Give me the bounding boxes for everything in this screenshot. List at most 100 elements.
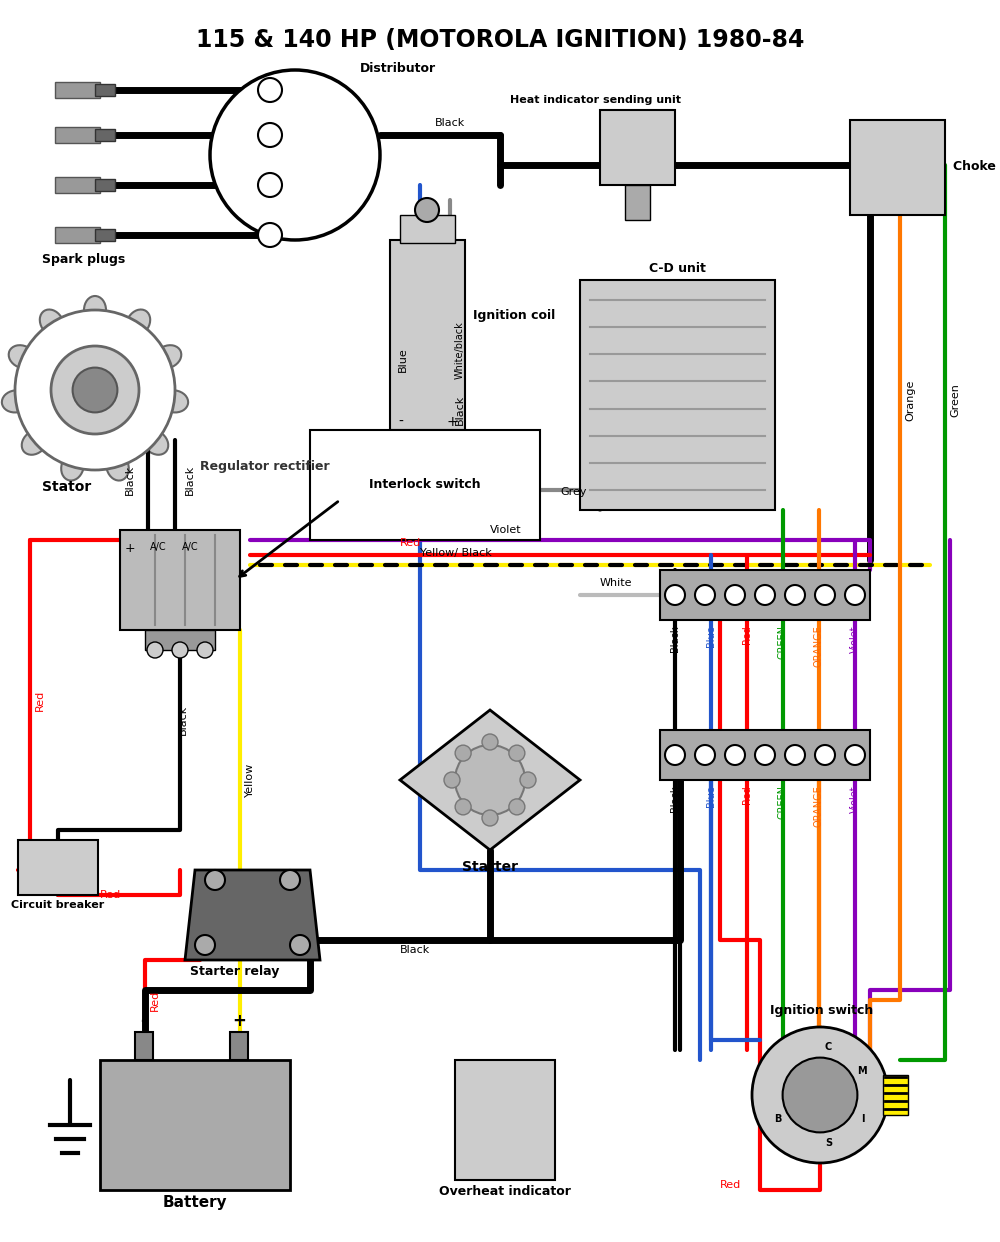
Circle shape	[665, 585, 685, 605]
Bar	[55, 82, 100, 98]
Circle shape	[197, 642, 213, 658]
Text: Blue: Blue	[706, 785, 716, 807]
Circle shape	[444, 773, 460, 787]
Text: GREEN: GREEN	[778, 625, 788, 660]
Text: M: M	[858, 1066, 867, 1076]
Bar	[95, 129, 115, 142]
Text: Overheat indicator: Overheat indicator	[439, 1185, 571, 1199]
Circle shape	[815, 585, 835, 605]
Circle shape	[520, 773, 536, 787]
Circle shape	[280, 869, 300, 891]
Text: GREEN: GREEN	[778, 785, 788, 818]
Bar	[660, 570, 870, 620]
Circle shape	[755, 585, 775, 605]
Circle shape	[15, 310, 175, 469]
Circle shape	[415, 197, 439, 222]
Circle shape	[210, 70, 380, 240]
Text: +: +	[447, 415, 459, 428]
Circle shape	[509, 745, 525, 761]
Text: White/black: White/black	[455, 322, 465, 379]
Circle shape	[845, 745, 865, 765]
Text: Violet: Violet	[850, 625, 860, 652]
Polygon shape	[400, 710, 580, 850]
Text: Black: Black	[670, 625, 680, 652]
Text: Starter relay: Starter relay	[190, 965, 279, 977]
Text: Stator: Stator	[42, 479, 91, 494]
Text: -: -	[141, 1012, 147, 1030]
Ellipse shape	[143, 430, 168, 455]
Circle shape	[755, 745, 775, 765]
Bar	[145, 630, 215, 650]
Text: Ignition switch: Ignition switch	[770, 1004, 873, 1017]
Bar	[55, 178, 100, 193]
Polygon shape	[185, 869, 320, 960]
Ellipse shape	[160, 390, 188, 412]
Text: Red: Red	[400, 538, 421, 548]
Bar	[230, 1032, 248, 1059]
Text: Orange: Orange	[905, 379, 915, 421]
Text: C: C	[825, 1042, 832, 1052]
Circle shape	[752, 1027, 888, 1163]
Circle shape	[845, 585, 865, 605]
Text: Choke coil: Choke coil	[953, 160, 1000, 174]
Text: Red: Red	[742, 625, 752, 643]
Text: Black: Black	[178, 705, 188, 735]
Circle shape	[455, 799, 471, 815]
Bar	[120, 530, 240, 630]
Circle shape	[695, 745, 715, 765]
Text: White: White	[600, 578, 633, 587]
Text: Green: Green	[950, 383, 960, 417]
Text: Blue: Blue	[398, 348, 408, 373]
Circle shape	[665, 745, 685, 765]
Ellipse shape	[154, 345, 181, 369]
Bar	[18, 840, 98, 895]
Ellipse shape	[61, 453, 84, 481]
Bar	[625, 185, 650, 220]
Text: Starter: Starter	[462, 859, 518, 874]
Text: +: +	[232, 1012, 246, 1030]
Bar	[95, 84, 115, 96]
Text: Red: Red	[35, 689, 45, 710]
Circle shape	[482, 810, 498, 826]
Circle shape	[695, 585, 715, 605]
Bar	[390, 240, 465, 430]
Circle shape	[482, 734, 498, 750]
Circle shape	[725, 585, 745, 605]
Text: Spark plugs: Spark plugs	[42, 253, 125, 266]
Ellipse shape	[2, 390, 30, 412]
Text: Black: Black	[125, 465, 135, 496]
Circle shape	[455, 745, 471, 761]
Circle shape	[51, 347, 139, 433]
Circle shape	[258, 173, 282, 197]
Bar	[135, 1032, 153, 1059]
Text: A/C: A/C	[150, 542, 166, 551]
Circle shape	[783, 1058, 857, 1133]
Bar	[400, 215, 455, 243]
Text: Heat indicator sending unit: Heat indicator sending unit	[510, 94, 681, 106]
Text: Regulator rectifier: Regulator rectifier	[200, 460, 330, 473]
Text: B: B	[774, 1114, 781, 1124]
Ellipse shape	[9, 345, 36, 369]
Circle shape	[258, 78, 282, 102]
Text: Interlock switch: Interlock switch	[369, 478, 481, 492]
Text: Battery: Battery	[163, 1195, 227, 1210]
Text: ORANGE: ORANGE	[814, 625, 824, 667]
Circle shape	[785, 585, 805, 605]
Circle shape	[172, 642, 188, 658]
Circle shape	[509, 799, 525, 815]
Circle shape	[258, 224, 282, 247]
Bar	[55, 127, 100, 143]
Ellipse shape	[126, 309, 150, 335]
Text: Red: Red	[720, 1180, 741, 1190]
Text: Circuit breaker: Circuit breaker	[11, 900, 105, 910]
Text: A/C: A/C	[182, 542, 198, 551]
Text: I: I	[861, 1114, 864, 1124]
Text: C-D unit: C-D unit	[649, 262, 705, 274]
Bar	[95, 229, 115, 241]
Text: -: -	[398, 415, 403, 428]
Ellipse shape	[22, 430, 47, 455]
Bar	[455, 1059, 555, 1180]
Text: Black: Black	[670, 785, 680, 811]
Circle shape	[815, 745, 835, 765]
Text: Yellow/ Black: Yellow/ Black	[420, 548, 492, 558]
